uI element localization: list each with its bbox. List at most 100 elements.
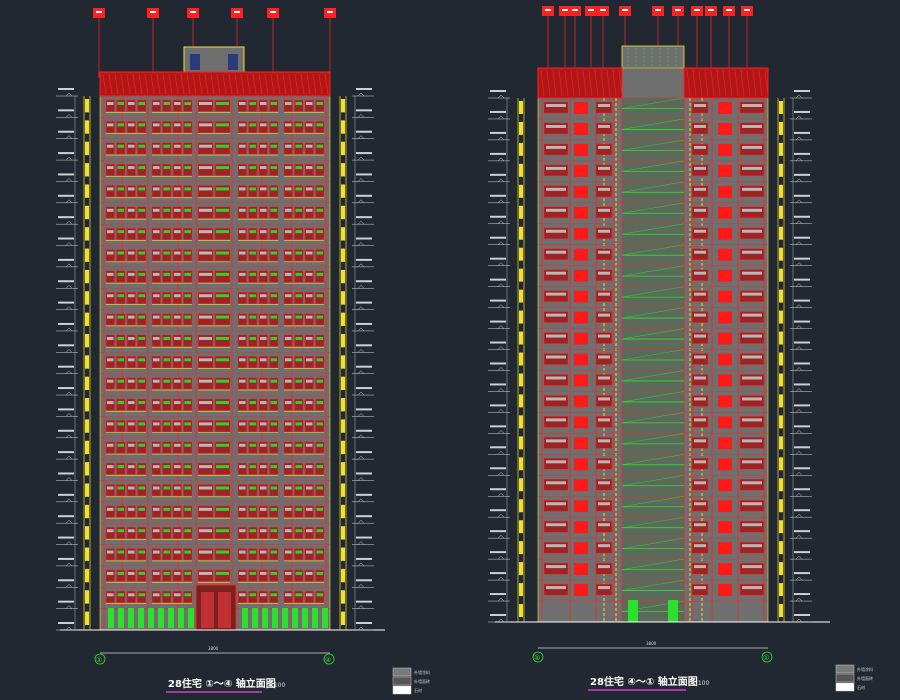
window-pane [270, 102, 277, 105]
window [162, 441, 172, 454]
window [105, 185, 115, 198]
window [269, 526, 279, 539]
window-pane [306, 571, 313, 575]
window-pane [153, 443, 160, 447]
level-mark-triangle [497, 283, 505, 287]
window-pane [285, 272, 292, 276]
window-pane [306, 166, 313, 170]
level-mark-triangle [795, 136, 803, 141]
legend-swatch-stone [392, 685, 412, 695]
stair-flight [621, 537, 685, 549]
edge-column-block [341, 205, 345, 220]
service-window [718, 227, 732, 240]
window-pane [249, 507, 256, 511]
edge-column-block [779, 352, 783, 366]
window [315, 420, 325, 433]
window [214, 185, 231, 198]
window [126, 249, 136, 262]
back-axis-right-bubble [761, 651, 773, 663]
parapet-hatch [318, 73, 323, 95]
window-pane [295, 422, 302, 426]
window-pane [546, 124, 566, 128]
window [739, 227, 765, 239]
window [137, 185, 147, 198]
service-window [574, 353, 588, 366]
window [137, 377, 147, 390]
window [315, 591, 325, 603]
service-window [718, 143, 732, 156]
window-pane [184, 230, 191, 234]
window [543, 269, 569, 281]
level-mark-triangle [65, 327, 73, 332]
window-pane [174, 443, 181, 447]
window [294, 484, 304, 497]
edge-column-block [519, 562, 523, 576]
window-pane [107, 486, 114, 490]
window-pane [295, 507, 302, 511]
edge-column-block [779, 310, 783, 324]
window-pane [285, 187, 292, 191]
edge-column-block [85, 547, 89, 561]
window-pane [153, 187, 160, 191]
window [162, 99, 172, 112]
front-elevation-title: 28住宅 ①～④ 轴立面图 1:100 [166, 677, 285, 693]
service-window [574, 542, 588, 555]
window-pane [174, 187, 181, 191]
level-mark-text [794, 404, 810, 407]
window [151, 484, 161, 497]
window-pane [306, 144, 313, 148]
window-pane [138, 379, 145, 383]
window-pane [316, 443, 323, 447]
window [283, 121, 293, 133]
level-mark-text [490, 173, 506, 176]
window-pane [249, 336, 256, 340]
window-pane [216, 358, 229, 362]
window [304, 441, 314, 454]
level-mark-triangle [795, 199, 803, 203]
parapet-hatch [270, 73, 275, 95]
legend-swatch-paint [835, 664, 855, 674]
window-pane [117, 593, 124, 597]
window [172, 227, 182, 240]
level-mark-triangle [357, 519, 365, 524]
window [269, 377, 279, 390]
level-mark-triangle [65, 413, 73, 417]
edge-column-block [779, 394, 783, 408]
window [214, 569, 231, 582]
window [105, 484, 115, 497]
window-pane [128, 336, 135, 340]
edge-column-block [519, 604, 523, 617]
window-pane [128, 550, 135, 554]
edge-column-block [85, 419, 89, 433]
edge-column-block [85, 248, 89, 262]
edge-column-block [341, 120, 345, 134]
window [294, 462, 304, 475]
window [137, 356, 147, 368]
level-mark-triangle [497, 367, 505, 371]
window-pane [306, 208, 313, 212]
window [269, 569, 279, 582]
window [739, 206, 765, 219]
window [258, 569, 268, 582]
window-pane [174, 507, 181, 511]
window [151, 185, 161, 198]
level-mark-text [58, 216, 74, 219]
window-pane [270, 272, 277, 276]
window [283, 548, 293, 561]
window [126, 569, 136, 582]
level-mark-text [490, 446, 506, 449]
window [595, 562, 613, 575]
ground-window [108, 608, 114, 628]
window [248, 526, 258, 539]
ground-window [178, 608, 184, 628]
window [739, 101, 765, 114]
window-pane [153, 465, 160, 469]
edge-column-block [341, 590, 345, 604]
window [294, 441, 304, 454]
window-pane [694, 145, 706, 149]
window [183, 398, 193, 411]
parapet-hatch [222, 73, 227, 95]
service-window [574, 584, 588, 597]
edge-column-block [519, 478, 523, 492]
ground-window [302, 608, 308, 628]
